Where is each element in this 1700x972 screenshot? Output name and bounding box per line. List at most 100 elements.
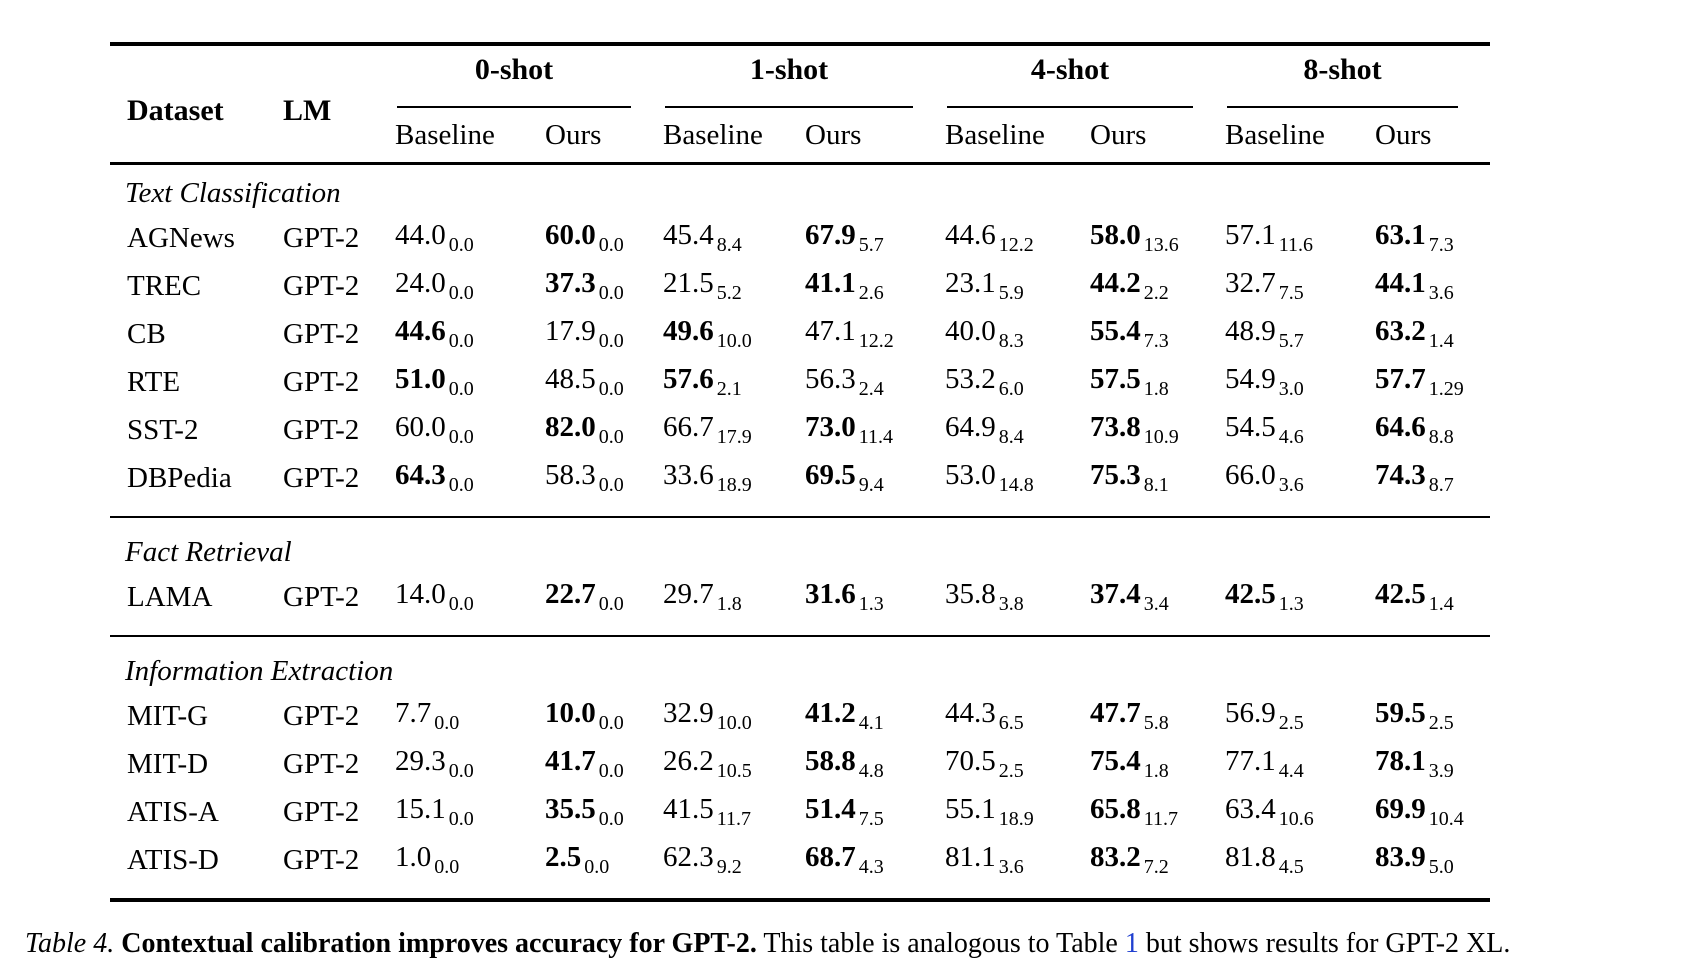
table-1-reference-link[interactable]: 1 bbox=[1124, 928, 1139, 959]
value-cell: 54.5 4.6 bbox=[1225, 406, 1375, 454]
value-cell: 69.9 10.4 bbox=[1375, 788, 1490, 836]
value-cell: 10.0 0.0 bbox=[545, 692, 663, 740]
value-cell: 41.2 4.1 bbox=[805, 692, 945, 740]
value-cell: 48.5 0.0 bbox=[545, 358, 663, 406]
std-dev-subscript: 8.1 bbox=[1143, 474, 1169, 496]
value-cell: 45.4 8.4 bbox=[663, 214, 805, 262]
std-dev-subscript: 8.4 bbox=[998, 426, 1024, 448]
accuracy-value: 47.7 bbox=[1090, 697, 1141, 729]
col-header-dataset: Dataset bbox=[127, 94, 224, 127]
accuracy-value: 66.7 bbox=[663, 411, 714, 443]
std-dev-subscript: 4.1 bbox=[858, 712, 884, 734]
value-cell: 59.5 2.5 bbox=[1375, 692, 1490, 740]
accuracy-value: 66.0 bbox=[1225, 459, 1276, 491]
std-dev-subscript: 1.4 bbox=[1428, 593, 1454, 615]
accuracy-value: 44.2 bbox=[1090, 267, 1141, 299]
value-cell: 63.2 1.4 bbox=[1375, 310, 1490, 358]
accuracy-value: 54.9 bbox=[1225, 363, 1276, 395]
value-cell: 66.0 3.6 bbox=[1225, 454, 1375, 517]
accuracy-value: 7.7 bbox=[395, 697, 432, 729]
value-cell: 77.1 4.4 bbox=[1225, 740, 1375, 788]
std-dev-subscript: 0.0 bbox=[448, 474, 474, 496]
col-header-lm: LM bbox=[283, 94, 332, 127]
accuracy-value: 62.3 bbox=[663, 841, 714, 873]
lm-cell: GPT-2 bbox=[283, 747, 360, 780]
lm-cell: GPT-2 bbox=[283, 221, 360, 254]
section-header-row: Information Extraction bbox=[110, 636, 1490, 692]
std-dev-subscript: 6.5 bbox=[998, 712, 1024, 734]
group-label-0-shot: 0-shot bbox=[474, 53, 554, 86]
accuracy-value: 14.0 bbox=[395, 578, 446, 610]
std-dev-subscript: 0.0 bbox=[448, 378, 474, 400]
dataset-cell: LAMA bbox=[127, 580, 213, 613]
value-cell: 44.2 2.2 bbox=[1090, 262, 1225, 310]
accuracy-value: 59.5 bbox=[1375, 697, 1426, 729]
accuracy-value: 15.1 bbox=[395, 793, 446, 825]
caption-tag: Table 4. bbox=[25, 928, 115, 959]
std-dev-subscript: 5.7 bbox=[1278, 330, 1304, 352]
accuracy-value: 44.1 bbox=[1375, 267, 1426, 299]
value-cell: 26.2 10.5 bbox=[663, 740, 805, 788]
std-dev-subscript: 5.7 bbox=[858, 234, 884, 256]
lm-cell: GPT-2 bbox=[283, 795, 360, 828]
accuracy-value: 48.9 bbox=[1225, 315, 1276, 347]
accuracy-value: 29.3 bbox=[395, 745, 446, 777]
value-cell: 51.4 7.5 bbox=[805, 788, 945, 836]
std-dev-subscript: 0.0 bbox=[448, 808, 474, 830]
accuracy-value: 83.9 bbox=[1375, 841, 1426, 873]
dataset-cell: CB bbox=[127, 317, 166, 350]
accuracy-value: 82.0 bbox=[545, 411, 596, 443]
table-header: Dataset LM 0-shot 1-shot 4-shot 8-shot bbox=[110, 44, 1490, 164]
subheader-ours: Ours bbox=[545, 118, 602, 151]
accuracy-value: 83.2 bbox=[1090, 841, 1141, 873]
value-cell: 48.9 5.7 bbox=[1225, 310, 1375, 358]
value-cell: 44.6 0.0 bbox=[395, 310, 545, 358]
std-dev-subscript: 4.5 bbox=[1278, 856, 1304, 878]
value-cell: 60.0 0.0 bbox=[395, 406, 545, 454]
std-dev-subscript: 5.2 bbox=[716, 282, 742, 304]
std-dev-subscript: 0.0 bbox=[448, 593, 474, 615]
section-label: Fact Retrieval bbox=[125, 536, 292, 568]
value-cell: 51.0 0.0 bbox=[395, 358, 545, 406]
std-dev-subscript: 9.4 bbox=[858, 474, 884, 496]
std-dev-subscript: 17.9 bbox=[716, 426, 752, 448]
accuracy-value: 78.1 bbox=[1375, 745, 1426, 777]
std-dev-subscript: 5.9 bbox=[998, 282, 1024, 304]
std-dev-subscript: 0.0 bbox=[598, 712, 624, 734]
value-cell: 64.9 8.4 bbox=[945, 406, 1090, 454]
group-header-row: Dataset LM 0-shot 1-shot 4-shot 8-shot bbox=[110, 44, 1490, 127]
value-cell: 58.0 13.6 bbox=[1090, 214, 1225, 262]
accuracy-value: 64.6 bbox=[1375, 411, 1426, 443]
dataset-cell: SST-2 bbox=[127, 413, 199, 446]
value-cell: 1.0 0.0 bbox=[395, 836, 545, 900]
accuracy-value: 53.2 bbox=[945, 363, 996, 395]
value-cell: 49.6 10.0 bbox=[663, 310, 805, 358]
std-dev-subscript: 1.3 bbox=[858, 593, 884, 615]
group-label-1-shot: 1-shot bbox=[749, 53, 829, 86]
accuracy-value: 37.4 bbox=[1090, 578, 1141, 610]
accuracy-value: 55.1 bbox=[945, 793, 996, 825]
table-row: RTE GPT-2 51.0 0.0 48.5 0.0 57.6 2.1 56.3 2.4 53.2… bbox=[110, 358, 1490, 406]
std-dev-subscript: 2.2 bbox=[1143, 282, 1169, 304]
accuracy-value: 10.0 bbox=[545, 697, 596, 729]
subheader-baseline: Baseline bbox=[395, 118, 495, 151]
value-cell: 81.1 3.6 bbox=[945, 836, 1090, 900]
std-dev-subscript: 0.0 bbox=[598, 808, 624, 830]
accuracy-value: 23.1 bbox=[945, 267, 996, 299]
cmidrule bbox=[665, 106, 913, 108]
accuracy-value: 44.6 bbox=[945, 219, 996, 251]
value-cell: 23.1 5.9 bbox=[945, 262, 1090, 310]
dataset-cell: MIT-D bbox=[127, 747, 209, 780]
accuracy-value: 35.5 bbox=[545, 793, 596, 825]
std-dev-subscript: 10.5 bbox=[716, 760, 752, 782]
std-dev-subscript: 7.3 bbox=[1428, 234, 1454, 256]
std-dev-subscript: 4.4 bbox=[1278, 760, 1304, 782]
accuracy-value: 41.2 bbox=[805, 697, 856, 729]
value-cell: 41.1 2.6 bbox=[805, 262, 945, 310]
std-dev-subscript: 1.3 bbox=[1278, 593, 1304, 615]
std-dev-subscript: 3.8 bbox=[998, 593, 1024, 615]
std-dev-subscript: 5.0 bbox=[1428, 856, 1454, 878]
std-dev-subscript: 0.0 bbox=[598, 474, 624, 496]
value-cell: 14.0 0.0 bbox=[395, 573, 545, 636]
